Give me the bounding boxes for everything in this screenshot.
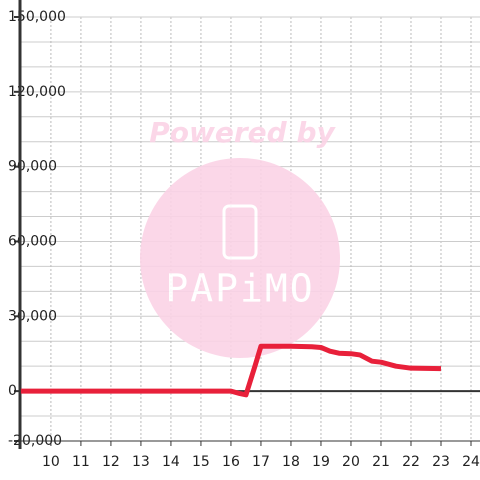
x-tick-label: 18 xyxy=(282,454,300,470)
x-tick-label: 21 xyxy=(372,454,390,470)
y-tick-label: 0 xyxy=(8,383,17,399)
x-tick-label: 24 xyxy=(462,454,480,470)
x-tick-label: 23 xyxy=(432,454,450,470)
y-tick-label: 150,000 xyxy=(8,9,66,25)
x-tick-label: 20 xyxy=(342,454,360,470)
x-tick-label: 16 xyxy=(222,454,240,470)
x-tick-label: 15 xyxy=(192,454,210,470)
x-tick-label: 11 xyxy=(72,454,90,470)
y-tick-label: 30,000 xyxy=(8,308,57,324)
watermark: Powered by PAPiMO xyxy=(140,116,340,358)
x-tick-label: 14 xyxy=(162,454,180,470)
watermark-title: Powered by xyxy=(149,116,336,149)
watermark-brand: PAPiMO xyxy=(165,267,314,311)
y-tick-label: 90,000 xyxy=(8,159,57,175)
x-tick-label: 22 xyxy=(402,454,420,470)
x-tick-label: 10 xyxy=(42,454,60,470)
y-tick-label: 120,000 xyxy=(8,84,66,100)
x-tick-label: 19 xyxy=(312,454,330,470)
x-tick-label: 13 xyxy=(132,454,150,470)
x-tick-label: 12 xyxy=(102,454,120,470)
phone-icon xyxy=(222,204,258,260)
y-tick-label: 60,000 xyxy=(8,233,57,249)
x-tick-label: 17 xyxy=(252,454,270,470)
data-line xyxy=(20,343,442,398)
